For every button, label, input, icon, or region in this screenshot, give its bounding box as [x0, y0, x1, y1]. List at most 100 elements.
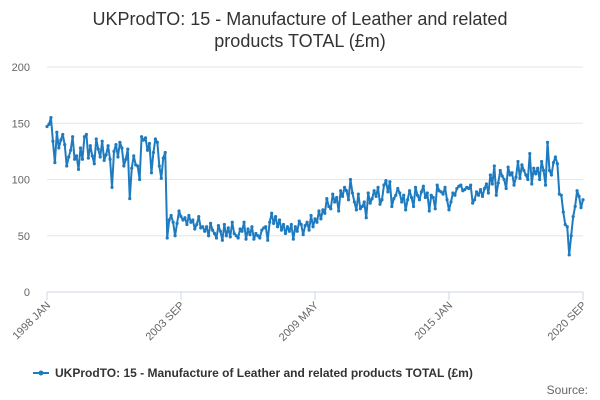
- data-point[interactable]: [325, 197, 329, 201]
- data-point[interactable]: [92, 162, 96, 166]
- data-point[interactable]: [72, 157, 77, 161]
- data-point[interactable]: [165, 236, 169, 240]
- data-point[interactable]: [496, 181, 500, 185]
- data-point[interactable]: [364, 216, 368, 220]
- data-point[interactable]: [258, 236, 262, 240]
- data-point[interactable]: [350, 191, 355, 195]
- data-point[interactable]: [222, 222, 226, 227]
- data-point[interactable]: [545, 140, 550, 144]
- data-point[interactable]: [57, 146, 61, 150]
- data-point[interactable]: [506, 165, 510, 169]
- data-point[interactable]: [569, 234, 573, 238]
- data-point[interactable]: [187, 213, 191, 218]
- data-point[interactable]: [411, 204, 416, 209]
- data-point[interactable]: [124, 157, 128, 161]
- data-point[interactable]: [238, 227, 242, 231]
- data-point[interactable]: [228, 235, 232, 239]
- data-point[interactable]: [455, 186, 459, 191]
- data-point[interactable]: [122, 164, 126, 168]
- data-point[interactable]: [492, 164, 496, 168]
- data-point[interactable]: [67, 155, 71, 159]
- data-point[interactable]: [358, 207, 362, 211]
- data-point[interactable]: [90, 154, 94, 158]
- data-point[interactable]: [453, 193, 457, 197]
- data-point[interactable]: [254, 231, 258, 236]
- data-point[interactable]: [299, 222, 303, 227]
- data-point[interactable]: [382, 183, 386, 187]
- data-point[interactable]: [136, 164, 140, 168]
- data-point[interactable]: [524, 173, 528, 177]
- data-point[interactable]: [102, 158, 106, 162]
- data-point[interactable]: [203, 229, 207, 233]
- data-point[interactable]: [577, 194, 581, 198]
- data-point[interactable]: [171, 220, 175, 224]
- data-point[interactable]: [76, 167, 81, 171]
- data-point[interactable]: [348, 177, 353, 182]
- data-point[interactable]: [305, 220, 309, 224]
- data-point[interactable]: [402, 193, 406, 197]
- data-point[interactable]: [494, 193, 498, 197]
- data-point[interactable]: [179, 215, 183, 219]
- data-point[interactable]: [120, 146, 124, 150]
- data-point[interactable]: [340, 194, 345, 198]
- data-point[interactable]: [429, 193, 433, 197]
- data-point[interactable]: [143, 136, 148, 140]
- data-point[interactable]: [250, 225, 254, 229]
- data-point[interactable]: [287, 229, 291, 233]
- data-point[interactable]: [104, 153, 108, 157]
- data-point[interactable]: [337, 209, 341, 213]
- data-point[interactable]: [130, 166, 134, 170]
- data-point[interactable]: [303, 224, 307, 228]
- data-point[interactable]: [216, 224, 221, 228]
- data-point[interactable]: [86, 156, 90, 160]
- data-point[interactable]: [197, 215, 201, 219]
- data-point[interactable]: [407, 189, 412, 193]
- data-point[interactable]: [84, 132, 89, 137]
- data-point[interactable]: [522, 168, 526, 173]
- data-point[interactable]: [360, 204, 364, 209]
- data-point[interactable]: [528, 152, 532, 156]
- data-point[interactable]: [157, 164, 161, 168]
- data-point[interactable]: [106, 144, 110, 148]
- data-point[interactable]: [114, 143, 118, 147]
- data-point[interactable]: [543, 183, 548, 187]
- data-point[interactable]: [417, 198, 422, 202]
- data-point[interactable]: [538, 177, 542, 182]
- data-point[interactable]: [266, 238, 270, 242]
- data-point[interactable]: [189, 220, 193, 224]
- data-point[interactable]: [376, 185, 380, 189]
- data-point[interactable]: [553, 155, 558, 159]
- data-point[interactable]: [498, 168, 502, 173]
- data-point[interactable]: [173, 234, 177, 238]
- data-point[interactable]: [191, 218, 195, 222]
- data-point[interactable]: [449, 200, 453, 204]
- data-point[interactable]: [252, 237, 256, 241]
- data-point[interactable]: [112, 149, 116, 153]
- data-point[interactable]: [321, 208, 325, 212]
- data-point[interactable]: [108, 157, 112, 161]
- data-point[interactable]: [78, 146, 83, 150]
- data-point[interactable]: [490, 182, 494, 186]
- data-point[interactable]: [439, 190, 443, 194]
- data-point[interactable]: [151, 150, 156, 155]
- data-point[interactable]: [210, 228, 215, 232]
- data-point[interactable]: [273, 215, 278, 219]
- data-point[interactable]: [536, 166, 540, 170]
- data-point[interactable]: [423, 195, 427, 200]
- data-point[interactable]: [65, 164, 69, 168]
- data-point[interactable]: [45, 125, 49, 129]
- data-point[interactable]: [581, 198, 585, 202]
- data-point[interactable]: [71, 135, 75, 139]
- data-point[interactable]: [161, 156, 165, 160]
- data-point[interactable]: [205, 225, 209, 229]
- data-point[interactable]: [551, 161, 556, 165]
- data-point[interactable]: [409, 195, 414, 200]
- data-point[interactable]: [329, 207, 333, 211]
- data-point[interactable]: [74, 154, 79, 158]
- data-point[interactable]: [488, 173, 492, 177]
- data-point[interactable]: [575, 189, 579, 193]
- data-point[interactable]: [463, 188, 467, 192]
- data-point[interactable]: [246, 227, 250, 231]
- data-point[interactable]: [279, 228, 284, 232]
- data-point[interactable]: [281, 222, 286, 227]
